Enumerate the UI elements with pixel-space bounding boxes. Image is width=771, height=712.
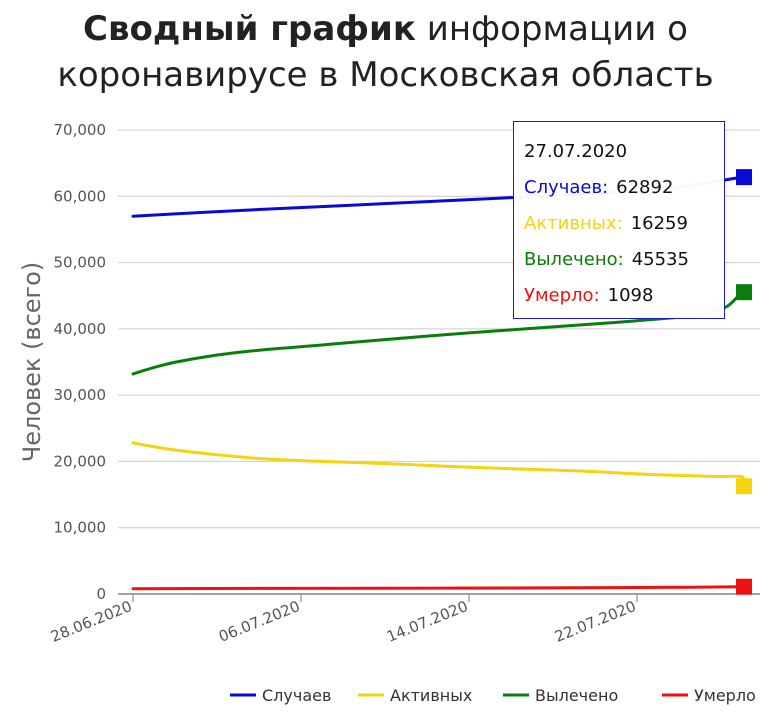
y-tick-label: 50,000	[54, 254, 107, 272]
tooltip-value-deaths: 1098	[607, 285, 654, 306]
chart-title-rest: информации о коронавирусе в Московская о…	[57, 9, 714, 95]
x-tick-label: 06.07.2020	[216, 597, 302, 646]
legend: Случаев Активных Вылечено Умерло	[230, 686, 756, 705]
x-axis-ticks: 28.06.2020 06.07.2020 14.07.2020 22.07.2020	[48, 594, 638, 646]
x-tick-label: 28.06.2020	[48, 597, 134, 646]
series-line-active	[131, 441, 746, 488]
tooltip-label-active: Активных:	[524, 213, 623, 234]
chart-title: Сводный график информации о коронавирусе…	[0, 6, 771, 98]
y-tick-label: 20,000	[54, 452, 107, 470]
series-marker-deaths	[736, 578, 752, 595]
y-tick-label: 40,000	[54, 320, 107, 338]
series-marker-cases	[736, 169, 752, 186]
legend-label-deaths: Умерло	[694, 686, 756, 705]
legend-label-active: Активных	[390, 686, 472, 705]
tooltip-label-recovered: Вылечено:	[524, 249, 624, 270]
y-tick-label: 10,000	[54, 519, 107, 537]
tooltip-value-cases: 62892	[616, 177, 674, 198]
legend-label-recovered: Вылечено	[535, 686, 618, 705]
y-tick-label: 70,000	[54, 121, 107, 139]
chart-title-bold: Сводный график	[83, 9, 416, 49]
y-axis-label: Человек (всего)	[18, 262, 46, 462]
y-tick-label: 0	[96, 585, 106, 603]
x-tick-label: 22.07.2020	[552, 597, 638, 646]
tooltip: 27.07.2020 Случаев: 62892 Активных: 16259 …	[513, 121, 725, 319]
tooltip-row-cases: Случаев: 62892	[524, 170, 714, 206]
series-marker-recovered	[736, 284, 752, 301]
y-tick-label: 30,000	[54, 386, 107, 404]
tooltip-value-active: 16259	[630, 213, 688, 234]
series-markers	[736, 169, 752, 595]
x-tick-label: 14.07.2020	[384, 597, 470, 646]
tooltip-date: 27.07.2020	[524, 141, 628, 162]
tooltip-row-active: Активных: 16259	[524, 206, 714, 242]
legend-label-cases: Случаев	[262, 686, 331, 705]
y-axis-ticks: 0 10,000 20,000 30,000 40,000 50,000 60,000 70,…	[54, 121, 107, 603]
y-tick-label: 60,000	[54, 187, 107, 205]
series-line-deaths	[131, 585, 744, 591]
tooltip-label-deaths: Умерло:	[524, 285, 600, 306]
tooltip-row-recovered: Вылечено: 45535	[524, 242, 714, 278]
tooltip-row-deaths: Умерло: 1098	[524, 278, 714, 314]
tooltip-value-recovered: 45535	[631, 249, 689, 270]
series-marker-active	[736, 478, 752, 495]
grid-lines	[118, 129, 760, 595]
tooltip-label-cases: Случаев:	[524, 177, 609, 198]
